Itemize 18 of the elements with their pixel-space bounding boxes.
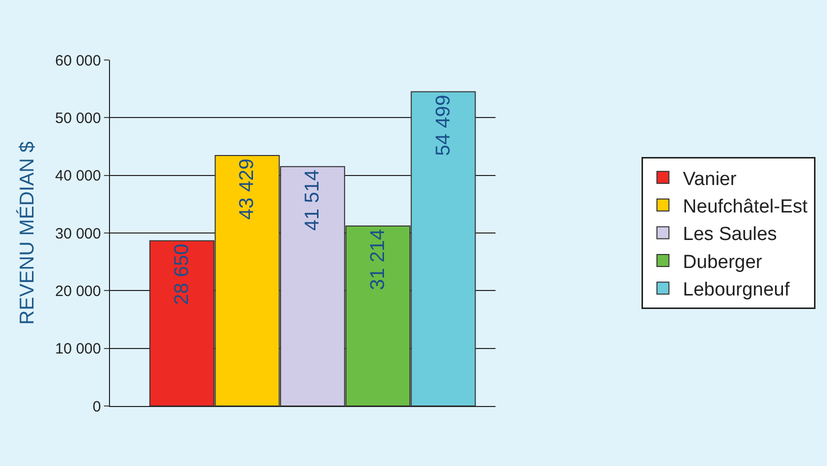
y-tick-label: 20 000 (55, 282, 101, 300)
y-tick-label: 0 (92, 398, 101, 416)
legend-label: Vanier (682, 168, 738, 190)
data-label: 31 214 (366, 229, 389, 290)
y-tick-label: 60 000 (55, 52, 101, 70)
legend-label: Duberger (682, 252, 763, 273)
y-tick-label: 30 000 (55, 225, 101, 242)
y-tick-label: 10 000 (55, 340, 101, 358)
y-tick-label: 50 000 (55, 110, 101, 127)
data-label: 43 429 (236, 158, 258, 220)
data-label: 41 514 (302, 170, 324, 231)
y-axis-title: REVENU MÉDIAN $ (16, 141, 39, 325)
legend-label: Lebourgneuf (682, 280, 790, 301)
legend-label: Les Saules (682, 224, 777, 246)
data-label: 54 499 (432, 94, 454, 156)
data-label: 28 650 (170, 244, 193, 305)
legend-label: Neufchâtel-Est (682, 196, 808, 218)
y-tick-label: 40 000 (55, 168, 101, 185)
